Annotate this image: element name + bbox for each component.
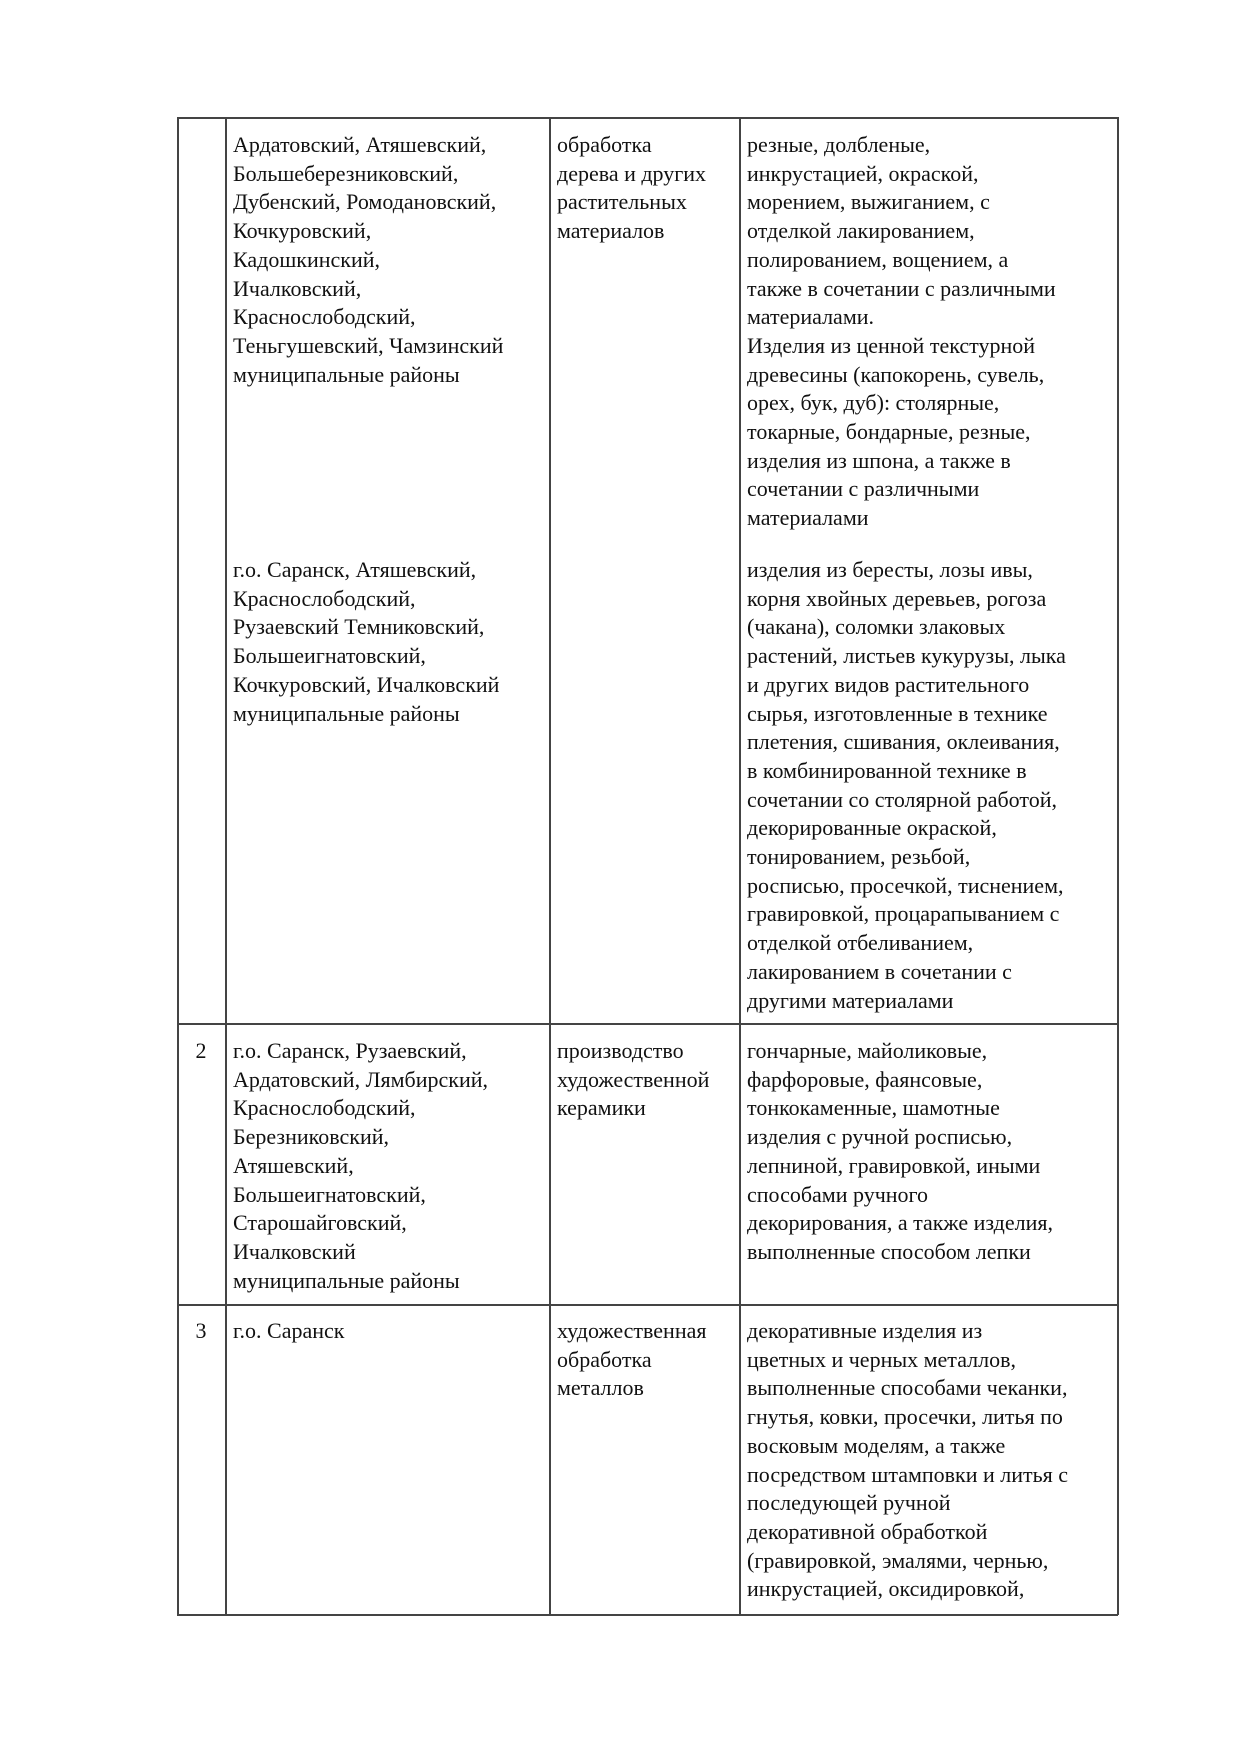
products-line: декоративные изделия из <box>747 1318 983 1343</box>
products-line: токарные, бондарные, резные, <box>747 419 1031 444</box>
craft-line: дерева и других <box>557 160 707 186</box>
products-line: декорированные окраской, <box>747 815 997 841</box>
column-border <box>1117 117 1119 1615</box>
products-line: орех, бук, дуб): столярные, <box>747 390 1000 416</box>
products-line: декорирования, а также изделия, <box>747 1210 1054 1236</box>
products-line: цветных и черных металлов, <box>747 1346 1016 1372</box>
products-line: способами ручного <box>747 1181 929 1207</box>
products-line: восковым моделям, а также <box>747 1432 1006 1458</box>
districts-line: муниципальные районы <box>233 361 460 387</box>
products-line: изделия из бересты, лозы ивы, <box>747 557 1033 582</box>
products-line: материалами <box>747 505 869 531</box>
row-number: 3 <box>195 1318 207 1343</box>
table-border <box>177 1614 1118 1616</box>
products-line: изделия с ручной росписью, <box>747 1124 1013 1150</box>
districts-line: Кочкуровский, <box>233 218 372 244</box>
districts-line: муниципальные районы <box>233 700 460 726</box>
products-line: выполненные способами чеканки, <box>747 1375 1068 1401</box>
products-line: полированием, вощением, а <box>747 246 1009 272</box>
districts-line: Дубенский, Ромодановский, <box>233 189 497 215</box>
craft-line: обработка <box>557 1346 652 1372</box>
products-line: в комбинированной технике в <box>747 757 1027 783</box>
districts-line: Кочкуровский, Ичалковский <box>233 671 500 697</box>
craft-line: художественной <box>557 1066 710 1092</box>
products-line: древесины (капокорень, сувель, <box>747 361 1045 387</box>
districts-line: муниципальные районы <box>233 1267 460 1293</box>
districts-line: Атяшевский, <box>233 1152 354 1178</box>
products-line: Изделия из ценной текстурной <box>747 332 1035 358</box>
products-line: корня хвойных деревьев, рогоза <box>747 585 1047 611</box>
products-line: росписью, просечкой, тиснением, <box>747 872 1064 898</box>
districts-line: г.о. Саранск, Рузаевский, <box>233 1038 467 1063</box>
craft-line: обработка <box>557 132 652 157</box>
products-line: фарфоровые, фаянсовые, <box>747 1066 983 1092</box>
districts-line: Краснослободский, <box>233 1095 416 1121</box>
products-line: посредством штамповки и литья с <box>747 1461 1069 1487</box>
products-line: тонированием, резьбой, <box>747 844 971 869</box>
craft-line: художественная <box>557 1318 707 1343</box>
craft-line: металлов <box>557 1375 644 1401</box>
products-line: гнутья, ковки, просечки, литья по <box>747 1404 1063 1430</box>
districts-line: Старошайговский, <box>233 1210 407 1236</box>
row-border <box>177 1023 1118 1025</box>
column-border <box>739 117 741 1615</box>
products-line: лепниной, гравировкой, иными <box>747 1152 1041 1178</box>
districts-line: Большеберезниковский, <box>233 160 459 186</box>
row-number: 2 <box>195 1038 207 1063</box>
products-line: плетения, сшивания, оклеивания, <box>747 729 1060 755</box>
products-line: и других видов растительного <box>747 671 1030 697</box>
products-line: сырья, изготовленные в технике <box>747 700 1048 726</box>
products-line: сочетании со столярной работой, <box>747 786 1057 812</box>
districts-line: Ичалковский <box>233 1238 356 1264</box>
districts-line: Теньгушевский, Чамзинский <box>233 332 504 358</box>
products-line: материалами. <box>747 304 875 330</box>
products-line: резные, долбленые, <box>747 132 931 157</box>
products-line: растений, листьев кукурузы, лыка <box>747 643 1066 669</box>
column-border <box>549 117 551 1615</box>
products-line: сочетании с различными <box>747 476 980 502</box>
products-line: лакированием в сочетании с <box>747 958 1012 984</box>
products-line: отделкой лакированием, <box>747 218 975 244</box>
products-line: инкрустацией, оксидировкой, <box>747 1576 1025 1602</box>
districts-line: Ардатовский, Атяшевский, <box>233 132 487 157</box>
products-line: гравировкой, процарапыванием с <box>747 901 1060 927</box>
products-line: инкрустацией, окраской, <box>747 160 979 186</box>
products-line: другими материалами <box>747 987 954 1013</box>
districts-line: Большеигнатовский, <box>233 643 426 669</box>
products-line: выполненные способом лепки <box>747 1238 1031 1264</box>
districts-line: Ичалковский, <box>233 275 362 301</box>
districts-line: Краснослободский, <box>233 304 416 330</box>
products-line: тонкокаменные, шамотные <box>747 1095 1000 1121</box>
districts-line: г.о. Саранск <box>233 1318 345 1343</box>
products-line: декоративной обработкой <box>747 1518 988 1544</box>
products-line: морением, выжиганием, с <box>747 189 990 215</box>
products-line: гончарные, майоликовые, <box>747 1038 988 1063</box>
craft-line: производство <box>557 1038 684 1063</box>
products-line: (чакана), соломки злаковых <box>747 614 1006 640</box>
craft-line: материалов <box>557 218 665 244</box>
row-border <box>177 1304 1118 1306</box>
products-line: последующей ручной <box>747 1490 951 1516</box>
districts-line: г.о. Саранск, Атяшевский, <box>233 557 477 582</box>
table-border <box>177 117 1118 119</box>
craft-line: керамики <box>557 1095 646 1121</box>
districts-line: Кадошкинский, <box>233 246 381 272</box>
districts-line: Краснослободский, <box>233 585 416 611</box>
products-line: изделия из шпона, а также в <box>747 447 1011 473</box>
column-border <box>177 117 179 1615</box>
products-line: также в сочетании с различными <box>747 275 1056 301</box>
column-border <box>225 117 227 1615</box>
districts-line: Большеигнатовский, <box>233 1181 426 1207</box>
districts-line: Березниковский, <box>233 1124 389 1150</box>
districts-line: Рузаевский Темниковский, <box>233 614 485 640</box>
craft-line: растительных <box>557 189 687 215</box>
products-line: отделкой отбеливанием, <box>747 930 974 956</box>
products-line: (гравировкой, эмалями, чернью, <box>747 1547 1049 1573</box>
districts-line: Ардатовский, Лямбирский, <box>233 1066 488 1092</box>
